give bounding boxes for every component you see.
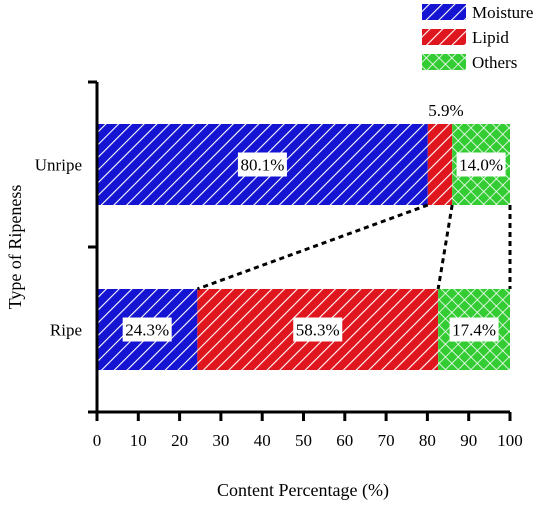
data-label-ripe-moisture: 24.3% bbox=[125, 321, 169, 340]
data-label-bg-unripe-moisture bbox=[237, 152, 287, 177]
x-ticks-layer: 0 10 20 30 40 50 60 70 80 90 100 bbox=[93, 412, 523, 450]
x-tick-label-80: 80 bbox=[419, 431, 436, 450]
connector-line-1 bbox=[196, 203, 429, 291]
connector-line-2 bbox=[436, 204, 454, 290]
data-label-ripe-lipid: 58.3% bbox=[296, 321, 340, 340]
data-label-bg-unripe-others bbox=[456, 152, 506, 177]
data-label-ripe-others: 17.4% bbox=[452, 321, 496, 340]
data-label-bg-ripe-moisture bbox=[122, 317, 172, 342]
data-label-bg-ripe-lipid bbox=[293, 317, 343, 342]
x-axis-title: Content Percentage (%) bbox=[217, 480, 389, 501]
x-tick-label-100: 100 bbox=[497, 431, 523, 450]
connectors-layer bbox=[196, 203, 512, 291]
legend-label-others: Others bbox=[472, 53, 517, 72]
x-tick-label-40: 40 bbox=[254, 431, 271, 450]
data-label-unripe-others: 14.0% bbox=[459, 156, 503, 175]
x-tick-label-20: 20 bbox=[171, 431, 188, 450]
bar-unripe-lipid bbox=[427, 124, 453, 205]
legend-swatch-moisture bbox=[422, 4, 466, 20]
legend-label-moisture: Moisture bbox=[472, 3, 533, 22]
legend-label-lipid: Lipid bbox=[472, 28, 509, 47]
x-tick-label-60: 60 bbox=[336, 431, 353, 450]
category-label-ripe: Ripe bbox=[50, 321, 82, 340]
y-categories-layer: Unripe Ripe bbox=[35, 156, 82, 340]
x-tick-label-0: 0 bbox=[93, 431, 102, 450]
x-tick-label-30: 30 bbox=[212, 431, 229, 450]
category-label-unripe: Unripe bbox=[35, 156, 82, 175]
x-tick-label-70: 70 bbox=[378, 431, 395, 450]
legend: Moisture Lipid Others bbox=[422, 3, 533, 72]
data-label-bg-ripe-others bbox=[449, 317, 499, 342]
data-label-unripe-moisture: 80.1% bbox=[240, 156, 284, 175]
x-tick-label-90: 90 bbox=[460, 431, 477, 450]
x-tick-label-50: 50 bbox=[295, 431, 312, 450]
data-labels-layer: 80.1% 5.9% 14.0% 24.3% 58.3% 17.4% bbox=[122, 101, 506, 342]
data-label-unripe-lipid: 5.9% bbox=[428, 101, 463, 120]
y-axis-title: Type of Ripeness bbox=[5, 185, 25, 310]
legend-swatch-lipid bbox=[422, 29, 466, 45]
legend-swatch-others bbox=[422, 54, 466, 70]
x-tick-label-10: 10 bbox=[130, 431, 147, 450]
